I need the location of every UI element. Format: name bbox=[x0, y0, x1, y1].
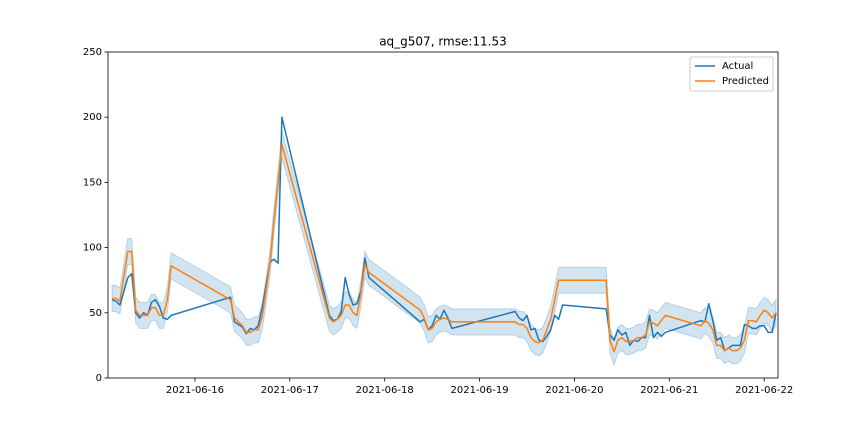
y-tick-label: 200 bbox=[83, 112, 102, 123]
x-tick-label: 2021-06-21 bbox=[640, 385, 698, 396]
y-tick-label: 150 bbox=[83, 177, 102, 188]
y-tick-label: 100 bbox=[83, 243, 102, 254]
chart-title: aq_g507, rmse:11.53 bbox=[379, 35, 507, 49]
y-tick-label: 0 bbox=[96, 373, 102, 384]
x-tick-label: 2021-06-19 bbox=[451, 385, 509, 396]
legend-label: Actual bbox=[722, 61, 753, 72]
plot-frame bbox=[107, 51, 779, 379]
legend-label: Predicted bbox=[722, 76, 769, 87]
confidence-band bbox=[111, 131, 777, 367]
x-tick-label: 2021-06-18 bbox=[356, 385, 414, 396]
x-tick-label: 2021-06-16 bbox=[166, 385, 224, 396]
y-tick-label: 50 bbox=[89, 308, 102, 319]
y-tick-label: 250 bbox=[83, 47, 102, 58]
x-tick-label: 2021-06-20 bbox=[545, 385, 603, 396]
x-tick-label: 2021-06-17 bbox=[261, 385, 319, 396]
series-line bbox=[112, 143, 777, 353]
series-line bbox=[111, 116, 777, 352]
x-tick-label: 2021-06-22 bbox=[735, 385, 793, 396]
